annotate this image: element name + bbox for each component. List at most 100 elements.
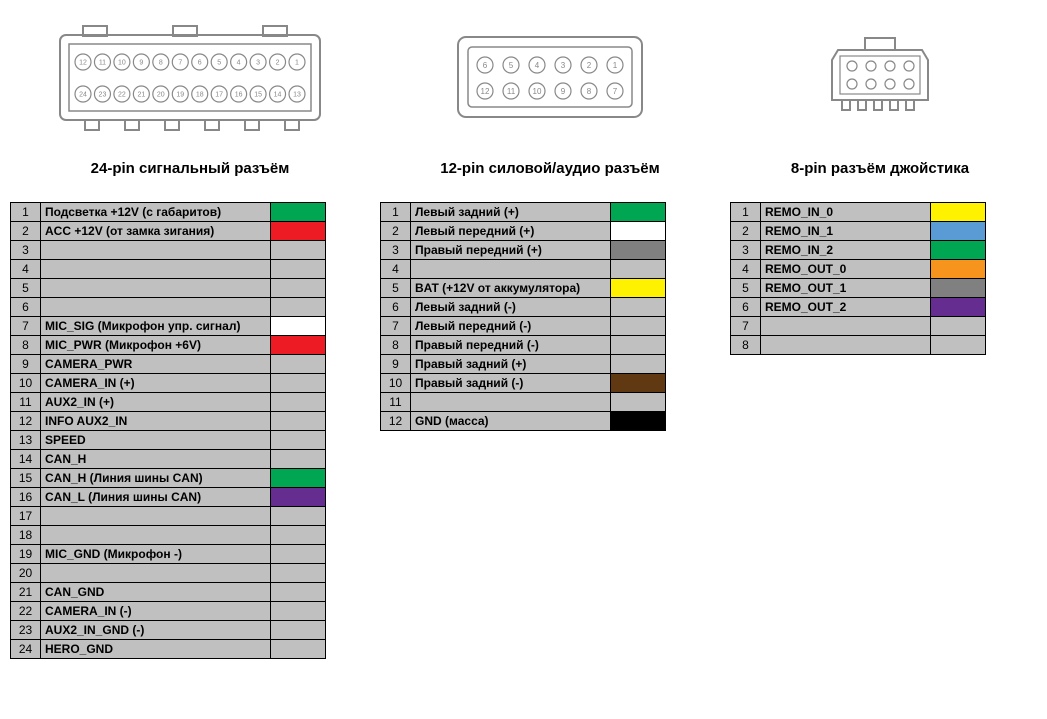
table-row: 2ACC +12V (от замка зигания)	[11, 222, 326, 241]
pin-color-swatch	[271, 279, 326, 298]
pin-number: 8	[11, 336, 41, 355]
pin-number: 1	[731, 203, 761, 222]
pin-label: Правый задний (+)	[411, 355, 611, 374]
pin-color-swatch	[611, 317, 666, 336]
table-row: 3Правый передний (+)	[381, 241, 666, 260]
table-row: 19MIC_GND (Микрофон -)	[11, 545, 326, 564]
svg-text:12: 12	[79, 60, 87, 67]
pin-color-swatch	[271, 260, 326, 279]
pin-label: ACC +12V (от замка зигания)	[41, 222, 271, 241]
pin-label: CAMERA_IN (+)	[41, 374, 271, 393]
pin-number: 24	[11, 640, 41, 659]
svg-text:23: 23	[99, 92, 107, 99]
table-row: 6REMO_OUT_2	[731, 298, 986, 317]
pin-number: 9	[381, 355, 411, 374]
svg-text:6: 6	[483, 61, 488, 70]
pin-number: 2	[381, 222, 411, 241]
svg-text:22: 22	[118, 92, 126, 99]
pin-number: 13	[11, 431, 41, 450]
svg-text:2: 2	[587, 61, 592, 70]
pin-color-swatch	[271, 602, 326, 621]
pin-number: 8	[731, 336, 761, 355]
pin-color-swatch	[271, 564, 326, 583]
pin-label	[41, 279, 271, 298]
pin-number: 10	[11, 374, 41, 393]
svg-text:2: 2	[276, 60, 280, 67]
pin-label: REMO_IN_2	[761, 241, 931, 260]
pin-color-swatch	[271, 203, 326, 222]
pin-label: MIC_PWR (Микрофон +6V)	[41, 336, 271, 355]
pin-label	[41, 298, 271, 317]
pin-label: REMO_IN_0	[761, 203, 931, 222]
pin-color-swatch	[271, 450, 326, 469]
pin-number: 23	[11, 621, 41, 640]
pin-label: Правый передний (+)	[411, 241, 611, 260]
pin-color-swatch	[271, 222, 326, 241]
pin-color-swatch	[611, 241, 666, 260]
svg-text:16: 16	[235, 92, 243, 99]
table-8pin-wrap: 1REMO_IN_02REMO_IN_13REMO_IN_24REMO_OUT_…	[730, 202, 1030, 355]
table-row: 5	[11, 279, 326, 298]
table-row: 11	[381, 393, 666, 412]
pin-color-swatch	[611, 203, 666, 222]
pin-label: CAN_H	[41, 450, 271, 469]
connector-12pin-title: 12-pin силовой/аудио разъём	[440, 160, 660, 177]
table-row: 9Правый задний (+)	[381, 355, 666, 374]
table-row: 7Левый передний (-)	[381, 317, 666, 336]
pin-number: 12	[11, 412, 41, 431]
svg-text:4: 4	[535, 61, 540, 70]
pin-label: CAN_H (Линия шины CAN)	[41, 469, 271, 488]
pin-number: 2	[731, 222, 761, 241]
pin-color-swatch	[271, 298, 326, 317]
pin-label: Правый передний (-)	[411, 336, 611, 355]
pin-number: 5	[731, 279, 761, 298]
table-row: 3	[11, 241, 326, 260]
table-row: 21CAN_GND	[11, 583, 326, 602]
pin-color-swatch	[611, 336, 666, 355]
pin-color-swatch	[931, 317, 986, 336]
pinout-table-24: 1Подсветка +12V (с габаритов)2ACC +12V (…	[10, 202, 326, 659]
pin-label: REMO_OUT_0	[761, 260, 931, 279]
table-row: 1REMO_IN_0	[731, 203, 986, 222]
svg-text:11: 11	[507, 87, 516, 96]
pin-label: CAMERA_PWR	[41, 355, 271, 374]
pin-color-swatch	[931, 336, 986, 355]
pin-color-swatch	[931, 260, 986, 279]
connector-8pin-col: 8-pin разъём джойстика	[730, 10, 1030, 177]
pin-number: 4	[731, 260, 761, 279]
pin-label: MIC_GND (Микрофон -)	[41, 545, 271, 564]
table-row: 17	[11, 507, 326, 526]
pin-label: Правый задний (-)	[411, 374, 611, 393]
svg-text:15: 15	[254, 92, 262, 99]
svg-text:24: 24	[79, 92, 87, 99]
pin-label: HERO_GND	[41, 640, 271, 659]
table-row: 6Левый задний (-)	[381, 298, 666, 317]
pin-label: INFO AUX2_IN	[41, 412, 271, 431]
pin-label: MIC_SIG (Микрофон упр. сигнал)	[41, 317, 271, 336]
pin-number: 15	[11, 469, 41, 488]
table-row: 7	[731, 317, 986, 336]
table-row: 10Правый задний (-)	[381, 374, 666, 393]
pin-number: 8	[381, 336, 411, 355]
pin-number: 17	[11, 507, 41, 526]
pin-label: Левый передний (+)	[411, 222, 611, 241]
table-row: 4REMO_OUT_0	[731, 260, 986, 279]
pin-number: 7	[381, 317, 411, 336]
svg-text:6: 6	[198, 60, 202, 67]
pin-number: 10	[381, 374, 411, 393]
pin-label	[411, 260, 611, 279]
pin-label: AUX2_IN_GND (-)	[41, 621, 271, 640]
connector-12pin-diagram: 654321121110987	[450, 10, 650, 150]
pin-color-swatch	[271, 488, 326, 507]
pin-color-swatch	[271, 621, 326, 640]
table-row: 10CAMERA_IN (+)	[11, 374, 326, 393]
table-row: 16CAN_L (Линия шины CAN)	[11, 488, 326, 507]
pin-label: Левый задний (+)	[411, 203, 611, 222]
pin-color-swatch	[611, 393, 666, 412]
table-row: 14CAN_H	[11, 450, 326, 469]
table-row: 13SPEED	[11, 431, 326, 450]
svg-text:11: 11	[99, 60, 106, 67]
pin-number: 2	[11, 222, 41, 241]
svg-text:3: 3	[256, 60, 260, 67]
pin-number: 18	[11, 526, 41, 545]
